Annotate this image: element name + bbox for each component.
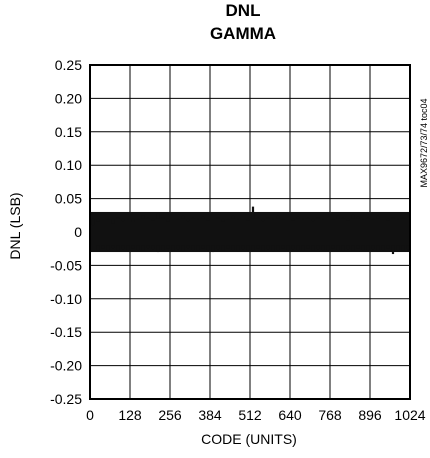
x-axis-label: CODE (UNITS) (201, 431, 297, 447)
y-tick-label: 0 (74, 224, 82, 240)
x-tick-label: 768 (318, 407, 342, 423)
x-tick-label: 384 (198, 407, 222, 423)
x-tick-label: 256 (158, 407, 182, 423)
y-tick-label: 0.05 (55, 191, 82, 207)
y-tick-label: -0.05 (50, 257, 82, 273)
side-note: MAX9672/73/74 toc04 (419, 98, 429, 187)
y-tick-label: -0.20 (50, 358, 82, 374)
chart-title: DNL (226, 1, 261, 20)
y-tick-label: -0.25 (50, 391, 82, 407)
x-tick-labels: 0 128 256 384 512 640 768 896 1024 (86, 407, 426, 423)
chart-subtitle: GAMMA (210, 24, 276, 43)
x-tick-label: 512 (238, 407, 262, 423)
x-tick-label: 640 (278, 407, 302, 423)
x-tick-label: 896 (358, 407, 382, 423)
y-tick-label: -0.15 (50, 324, 82, 340)
x-tick-label: 1024 (394, 407, 425, 423)
y-tick-label: 0.15 (55, 124, 82, 140)
x-tick-label: 128 (118, 407, 142, 423)
y-tick-label: 0.10 (55, 157, 82, 173)
data-spikes (91, 206, 410, 255)
y-tick-label: -0.10 (50, 291, 82, 307)
y-axis-label: DNL (LSB) (7, 192, 23, 259)
y-tick-labels: 0.25 0.20 0.15 0.10 0.05 0 -0.05 -0.10 -0.15 -0.2… (50, 57, 82, 407)
y-tick-label: 0.20 (55, 90, 82, 106)
x-tick-label: 0 (86, 407, 94, 423)
y-tick-label: 0.25 (55, 57, 82, 73)
grid-lines (89, 64, 411, 400)
plot-frame (89, 64, 411, 400)
